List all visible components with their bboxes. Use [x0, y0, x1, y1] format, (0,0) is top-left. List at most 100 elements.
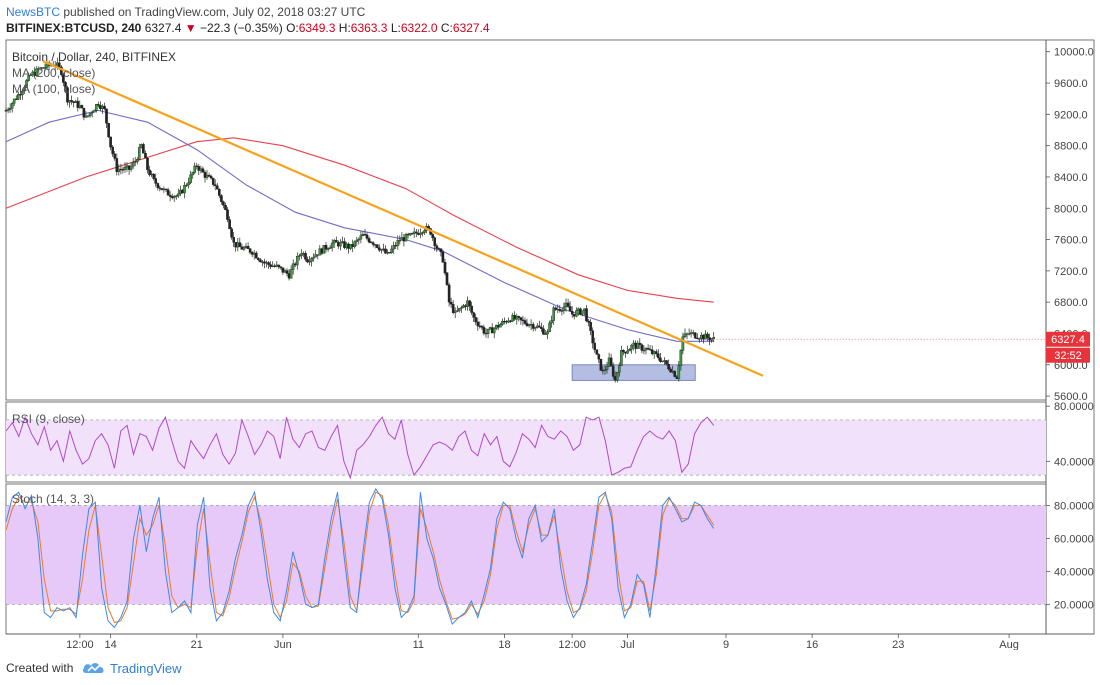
legends: Bitcoin / Dollar, 240, BITFINEX MA (200,…: [12, 50, 176, 506]
candle-body: [593, 342, 596, 350]
candle-body: [222, 201, 225, 206]
time-tick-label: Jun: [274, 639, 292, 650]
price-pane[interactable]: [4, 57, 1046, 383]
candle-body: [359, 235, 363, 240]
candle-body: [431, 234, 435, 238]
candle-body: [183, 184, 186, 194]
candle-body: [298, 255, 301, 257]
candle-body: [289, 269, 293, 279]
price-title: Bitcoin / Dollar, 240, BITFINEX: [12, 50, 176, 64]
publisher-name[interactable]: NewsBTC: [6, 5, 61, 19]
price-change: −22.3 (−0.35%): [199, 21, 283, 35]
candle-body: [339, 242, 342, 247]
candle-body: [90, 112, 94, 114]
rsi-pane[interactable]: [5, 415, 1046, 480]
candle-body: [94, 104, 98, 111]
candle-body: [101, 105, 104, 109]
candle-body: [312, 256, 316, 259]
candle-body: [517, 316, 521, 318]
candle-body: [460, 307, 463, 309]
candle-body: [103, 105, 106, 110]
candle-body: [538, 325, 541, 328]
chart-canvas[interactable]: 5600.06000.06400.06800.07200.07600.08000…: [0, 0, 1100, 650]
candle-body: [591, 330, 594, 344]
candle-body: [21, 90, 24, 95]
indicator-tick-label: 40.0000: [1054, 566, 1094, 578]
candle-body: [369, 241, 373, 244]
candle-body: [640, 344, 644, 351]
candle-body: [310, 258, 313, 262]
candle-body: [453, 310, 457, 313]
candle-body: [644, 348, 648, 351]
current-price-badge: 6327.4 32:52: [1046, 331, 1090, 363]
candle-body: [371, 242, 375, 245]
candle-body: [123, 166, 127, 170]
price-axis[interactable]: 5600.06000.06400.06800.07200.07600.08000…: [1046, 47, 1094, 612]
candle-body: [657, 353, 660, 359]
candle-body: [25, 80, 28, 88]
candle-body: [341, 241, 344, 243]
candle-body: [201, 168, 205, 173]
candle-body: [622, 350, 625, 353]
candle-body: [540, 327, 543, 329]
stoch-pane[interactable]: [5, 487, 1046, 629]
low-label: L:: [390, 21, 401, 35]
candle-body: [257, 257, 260, 260]
candle-body: [107, 122, 110, 138]
candle-body: [546, 331, 549, 335]
candle-body: [398, 240, 402, 242]
candle-body: [373, 244, 377, 246]
rsi-legend: RSI (9, close): [12, 412, 85, 426]
candle-body: [242, 247, 246, 250]
countdown-value: 32:52: [1054, 350, 1082, 362]
candle-body: [135, 158, 139, 162]
candle-body: [689, 332, 693, 334]
candle-body: [667, 364, 670, 370]
candle-body: [168, 194, 172, 197]
candle-body: [572, 314, 576, 317]
candle-body: [332, 240, 336, 244]
candle-body: [115, 158, 119, 172]
candle-body: [466, 300, 469, 307]
high-label: H:: [338, 21, 351, 35]
candle-body: [558, 309, 562, 311]
tradingview-brand[interactable]: TradingView: [110, 661, 182, 676]
candle-body: [390, 248, 393, 253]
candle-body: [712, 337, 715, 339]
candle-body: [683, 333, 687, 337]
candle-body: [23, 86, 26, 92]
candle-body: [193, 165, 197, 173]
candle-body: [6, 109, 10, 111]
price-tick-label: 6000.0: [1054, 360, 1088, 372]
candle-body: [419, 232, 422, 235]
candle-body: [152, 173, 156, 179]
candle-body: [468, 300, 471, 307]
descending-trendline[interactable]: [42, 60, 764, 377]
time-tick-label: 16: [806, 639, 818, 650]
candle-body: [628, 349, 631, 352]
candle-body: [88, 112, 92, 116]
candle-body: [646, 348, 650, 350]
candle-body: [302, 253, 305, 255]
candle-body: [564, 302, 568, 308]
candle-body: [293, 263, 297, 266]
candle-body: [587, 320, 590, 323]
candle-body: [521, 319, 525, 321]
stoch-k-line: [5, 487, 715, 629]
candle-body: [205, 174, 209, 178]
time-tick-label: 23: [892, 639, 904, 650]
candle-body: [129, 165, 133, 170]
tradingview-cloud-icon[interactable]: [82, 659, 106, 680]
time-axis[interactable]: 12:00 14 21 Jun 11 18 12:00 Jul 9 16 23 Aug: [66, 634, 1019, 650]
time-tick-label: 12:00: [66, 639, 94, 650]
ma200-line: [5, 137, 714, 303]
candle-body: [228, 219, 231, 229]
indicator-tick-label: 40.0000: [1054, 456, 1094, 468]
candle-body: [577, 308, 580, 311]
ohlc-line: BITFINEX:BTCUSD, 240 6327.4 ▼ −22.3 (−0.…: [6, 21, 490, 35]
candle-body: [273, 265, 277, 267]
last-price: 6327.4: [144, 21, 182, 35]
candle-body: [78, 105, 82, 108]
candle-body: [527, 324, 531, 327]
candle-body: [148, 169, 151, 176]
